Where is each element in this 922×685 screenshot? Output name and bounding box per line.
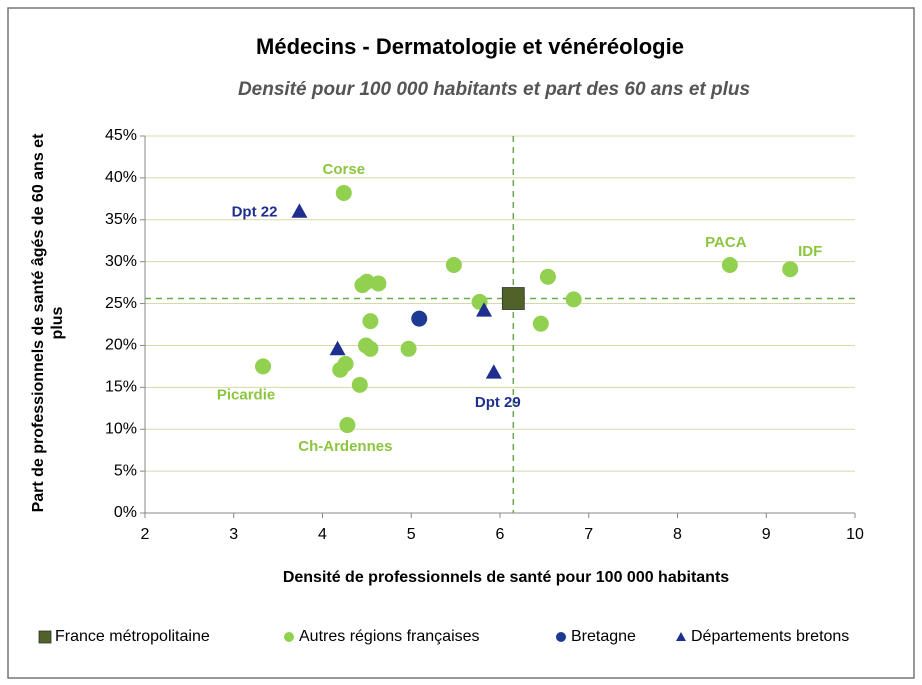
point xyxy=(721,257,738,274)
y-tick-label: 45% xyxy=(105,127,137,144)
legend-marker xyxy=(284,632,294,642)
point-label: Corse xyxy=(323,161,366,178)
point xyxy=(565,291,582,308)
legend-label: Départements bretons xyxy=(691,628,849,645)
legend-marker xyxy=(556,632,566,642)
x-tick-label: 3 xyxy=(229,526,238,543)
legend-marker xyxy=(676,632,686,641)
chart-subtitle: Densité pour 100 000 habitants et part d… xyxy=(238,79,750,100)
y-tick-label: 15% xyxy=(105,379,137,396)
x-tick-label: 2 xyxy=(141,526,150,543)
point-label: Ch-Ardennes xyxy=(298,438,392,455)
x-tick-label: 10 xyxy=(846,526,864,543)
y-tick-label: 40% xyxy=(105,169,137,186)
x-tick-label: 8 xyxy=(673,526,682,543)
point-label: PACA xyxy=(705,234,747,251)
x-tick-label: 9 xyxy=(762,526,771,543)
point-label: Picardie xyxy=(217,386,275,403)
y-tick-label: 5% xyxy=(114,462,137,479)
legend-marker xyxy=(38,630,52,644)
y-tick-label: 25% xyxy=(105,295,137,312)
point xyxy=(335,184,352,201)
point xyxy=(476,302,493,317)
y-tick-label: 35% xyxy=(105,211,137,228)
point xyxy=(532,315,549,332)
point xyxy=(337,355,354,372)
x-tick-label: 5 xyxy=(407,526,416,543)
y-tick-label: 0% xyxy=(114,504,137,521)
y-tick-label: 20% xyxy=(105,337,137,354)
point xyxy=(485,364,502,379)
point xyxy=(329,340,346,356)
legend-label: France métropolitaine xyxy=(55,628,210,645)
point-label: Dpt 22 xyxy=(232,203,278,220)
chart-frame xyxy=(7,7,915,679)
point xyxy=(255,358,272,375)
legend-label: Bretagne xyxy=(571,628,636,645)
x-tick-label: 7 xyxy=(584,526,593,543)
y-axis-label: Part de professionnels de santé âgés de … xyxy=(30,133,66,513)
point xyxy=(351,376,368,393)
x-axis-label: Densité de professionnels de santé pour … xyxy=(283,569,729,586)
point xyxy=(400,340,417,357)
point xyxy=(539,268,556,285)
point-label: Dpt 29 xyxy=(475,394,521,411)
x-tick-label: 6 xyxy=(496,526,505,543)
point xyxy=(291,203,308,218)
legend-label: Autres régions françaises xyxy=(299,628,480,645)
x-tick-label: 4 xyxy=(318,526,327,543)
point xyxy=(411,310,428,327)
point-label: IDF xyxy=(798,243,822,260)
point xyxy=(782,261,799,278)
point xyxy=(339,417,356,434)
point xyxy=(362,340,379,357)
point xyxy=(362,313,379,330)
point xyxy=(445,257,462,274)
chart-title: Médecins - Dermatologie et vénéréologie xyxy=(256,34,684,59)
y-tick-label: 30% xyxy=(105,253,137,270)
point xyxy=(370,275,387,292)
point xyxy=(501,287,525,310)
y-tick-label: 10% xyxy=(105,420,137,437)
